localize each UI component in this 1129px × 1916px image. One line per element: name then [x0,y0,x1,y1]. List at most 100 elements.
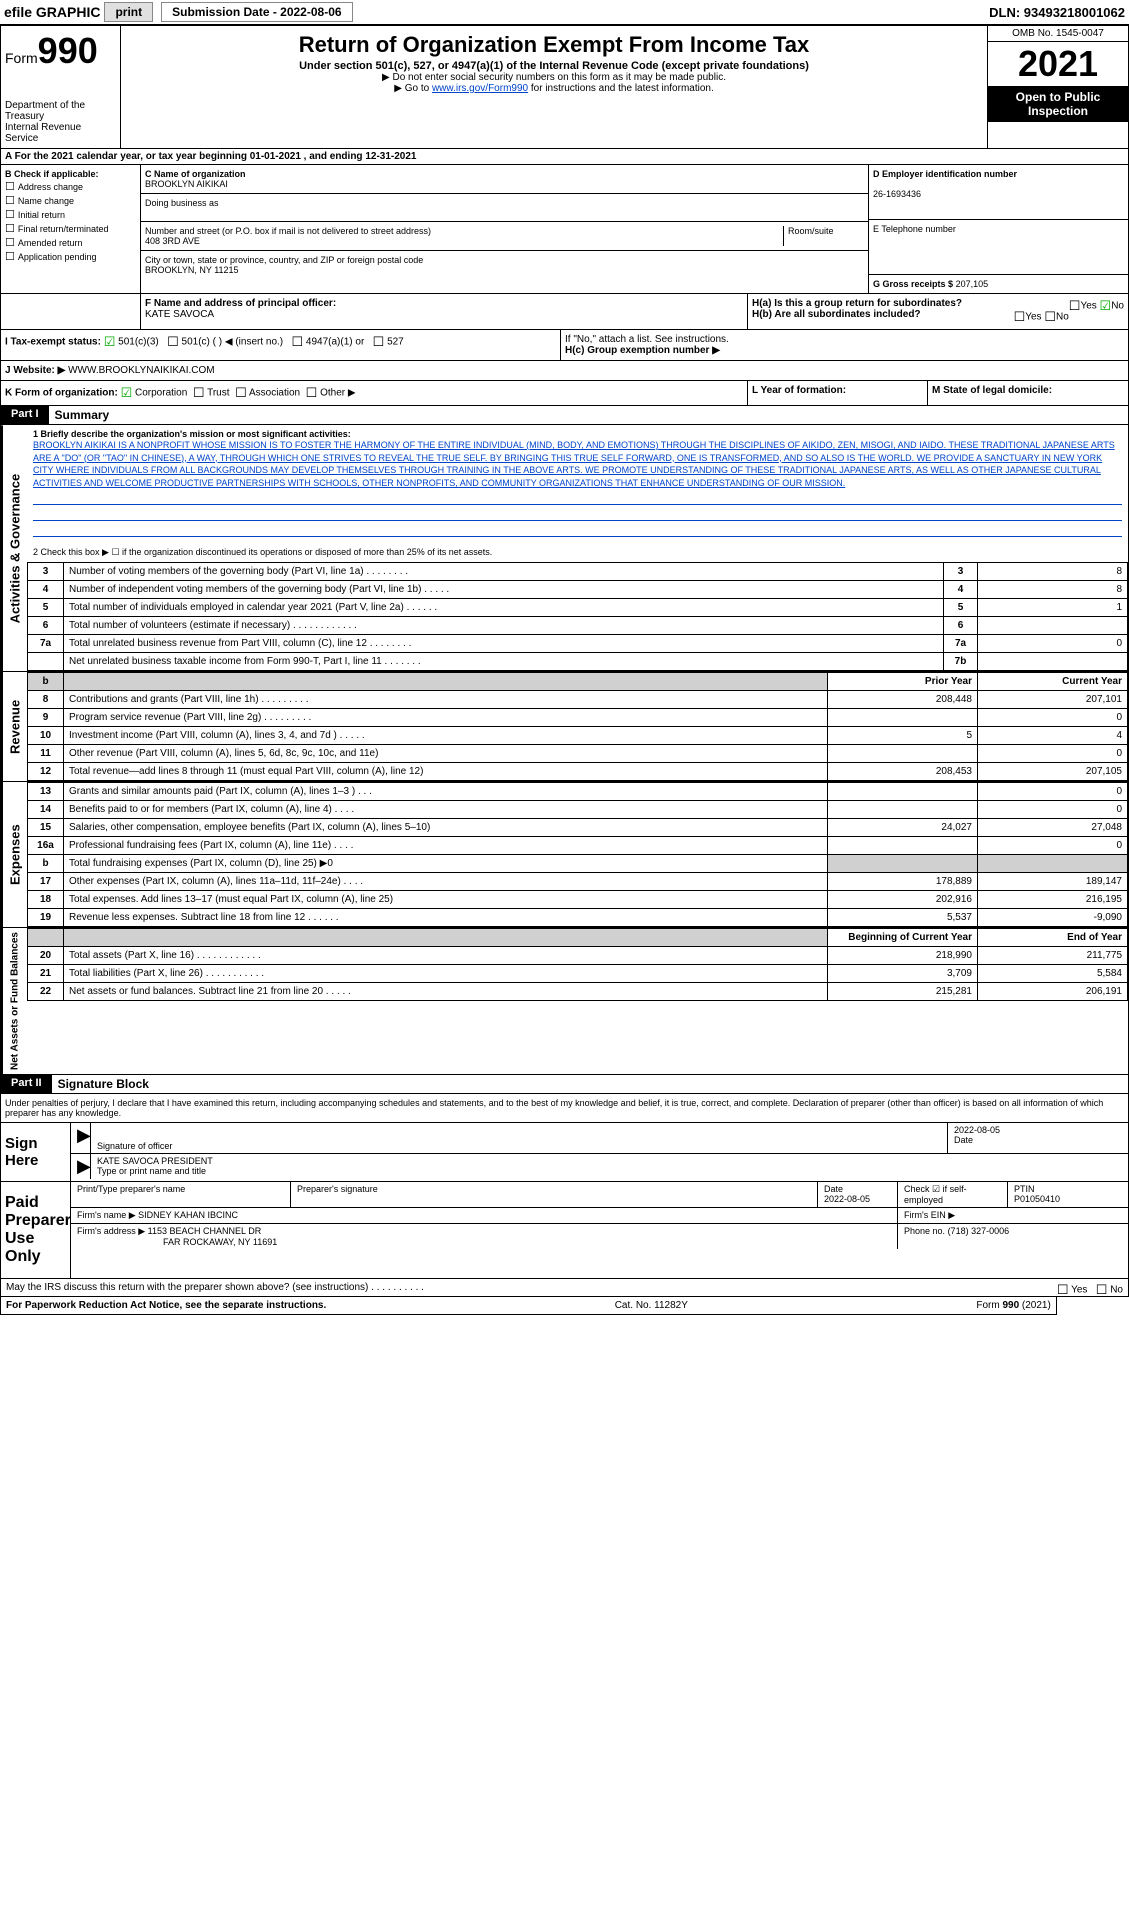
chk-501c[interactable] [167,337,179,348]
chk-address-change[interactable]: Address change [5,180,136,193]
discuss-no-checkbox[interactable] [1096,1285,1108,1296]
chk-assoc[interactable] [235,388,247,399]
opt-other: Other ▶ [320,388,355,399]
firm-name-label: Firm's name ▶ [77,1210,136,1220]
chk-corp[interactable] [121,388,133,399]
table-row: bTotal fundraising expenses (Part IX, co… [28,855,1128,873]
open-public-badge: Open to Public Inspection [988,86,1128,122]
chk-4947[interactable] [291,337,303,348]
hb-yes-checkbox[interactable] [1014,312,1026,323]
table-row: 19Revenue less expenses. Subtract line 1… [28,909,1128,927]
firm-addr-label: Firm's address ▶ [77,1226,145,1236]
phone-label: E Telephone number [873,224,956,234]
chk-trust[interactable] [193,388,205,399]
omb-number: OMB No. 1545-0047 [988,26,1128,42]
addr-value: 408 3RD AVE [145,236,200,246]
blank-line-3 [33,523,1122,537]
ein-value: 26-1693436 [873,189,921,199]
chk-amended-return[interactable]: Amended return [5,236,136,249]
addr-label: Number and street (or P.O. box if mail i… [145,226,431,236]
table-row: 9Program service revenue (Part VIII, lin… [28,709,1128,727]
box-b: B Check if applicable: Address change Na… [1,165,141,293]
form-number: Form990 [5,30,116,72]
sig-date-value: 2022-08-05 [954,1125,1122,1135]
table-row: 13Grants and similar amounts paid (Part … [28,783,1128,801]
city-value: BROOKLYN, NY 11215 [145,265,239,275]
sig-arrow-icon: ▶ [71,1123,91,1153]
tax-year: 2021 [988,42,1128,86]
chk-name-change[interactable]: Name change [5,194,136,207]
row-fh: F Name and address of principal officer:… [0,294,1129,330]
mission-block: 1 Briefly describe the organization's mi… [27,425,1128,543]
table-row: 11Other revenue (Part VIII, column (A), … [28,745,1128,763]
line-a-tax-year: A For the 2021 calendar year, or tax yea… [0,149,1129,165]
opt-4947: 4947(a)(1) or [306,337,364,348]
gross-receipts-label: G Gross receipts $ [873,279,953,289]
irs-label: Internal Revenue Service [5,122,116,144]
ein-label: D Employer identification number [873,169,1017,179]
box-e: E Telephone number [869,220,1128,275]
discuss-yes-checkbox[interactable] [1057,1285,1069,1296]
note2-post: for instructions and the latest informat… [528,83,714,94]
firm-addr1-value: 1153 BEACH CHANNEL DR [148,1226,262,1236]
address-cell: Number and street (or P.O. box if mail i… [141,222,868,251]
part1-title: Summary [49,406,116,424]
row-j: J Website: ▶ WWW.BROOKLYNAIKIKAI.COM [0,361,1129,381]
firm-ein-label: Firm's EIN ▶ [898,1208,1128,1223]
table-row: 4Number of independent voting members of… [28,581,1128,599]
expenses-group: Expenses 13Grants and similar amounts pa… [0,782,1129,928]
firm-name-value: SIDNEY KAHAN IBCINC [138,1210,238,1220]
officer-label: F Name and address of principal officer: [145,298,336,309]
revenue-group: Revenue bPrior YearCurrent Year8Contribu… [0,672,1129,782]
chk-other[interactable] [306,388,318,399]
table-row: 14Benefits paid to or for members (Part … [28,801,1128,819]
h-b-row: H(b) Are all subordinates included? Yes … [752,309,1124,320]
table-header-row: bPrior YearCurrent Year [28,673,1128,691]
header-right: OMB No. 1545-0047 2021 Open to Public In… [988,26,1128,148]
chk-final-return[interactable]: Final return/terminated [5,222,136,235]
sign-here-label: Sign Here [1,1123,71,1181]
officer-value: KATE SAVOCA [145,309,214,320]
activities-governance-group: Activities & Governance 1 Briefly descri… [0,425,1129,672]
box-de: D Employer identification number 26-1693… [868,165,1128,293]
dba-cell: Doing business as [141,194,868,222]
hb-no-checkbox[interactable] [1044,312,1056,323]
opt-527: 527 [387,337,404,348]
box-f: F Name and address of principal officer:… [141,294,748,329]
part1-header-row: Part I Summary [0,406,1129,425]
table-row: 6Total number of volunteers (estimate if… [28,617,1128,635]
officer-name-value: KATE SAVOCA PRESIDENT [97,1156,1122,1166]
table-row: 22Net assets or fund balances. Subtract … [28,983,1128,1001]
opt-corp: Corporation [135,388,187,399]
form-990-number: 990 [38,30,98,71]
chk-application-pending[interactable]: Application pending [5,250,136,263]
chk-initial-return[interactable]: Initial return [5,208,136,221]
box-d: D Employer identification number 26-1693… [869,165,1128,220]
irs-link[interactable]: www.irs.gov/Form990 [432,83,528,94]
sig-date-label: Date [954,1135,1122,1145]
dept-treasury: Department of the Treasury [5,100,116,122]
section-bcde: B Check if applicable: Address change Na… [0,165,1129,294]
print-button[interactable]: print [104,2,153,22]
year-formation-label: L Year of formation: [752,385,846,396]
sign-here-block: Sign Here ▶ Signature of officer 2022-08… [0,1123,1129,1182]
form-org-label: K Form of organization: [5,388,118,399]
opt-501c3: 501(c)(3) [118,337,159,348]
ha-no-checkbox[interactable] [1100,301,1112,312]
chk-501c3[interactable] [104,337,116,348]
org-name-value: BROOKLYN AIKIKAI [145,179,228,189]
chk-527[interactable] [373,337,385,348]
box-g: G Gross receipts $ 207,105 [869,275,1128,293]
part2-title: Signature Block [52,1075,155,1093]
net-table: Beginning of Current YearEnd of Year20To… [27,928,1128,1001]
ha-yes-checkbox[interactable] [1069,301,1081,312]
row-i: I Tax-exempt status: 501(c)(3) 501(c) ( … [0,330,1129,361]
box-m: M State of legal domicile: [928,381,1128,405]
h-a-row: H(a) Is this a group return for subordin… [752,298,1124,309]
ptin-value: P01050410 [1014,1194,1060,1204]
efile-prefix: efile [4,4,32,20]
dln-label: DLN: 93493218001062 [989,5,1125,20]
hc-label: H(c) Group exemption number ▶ [565,345,720,356]
table-row: 10Investment income (Part VIII, column (… [28,727,1128,745]
vert-net-assets: Net Assets or Fund Balances [1,928,27,1074]
